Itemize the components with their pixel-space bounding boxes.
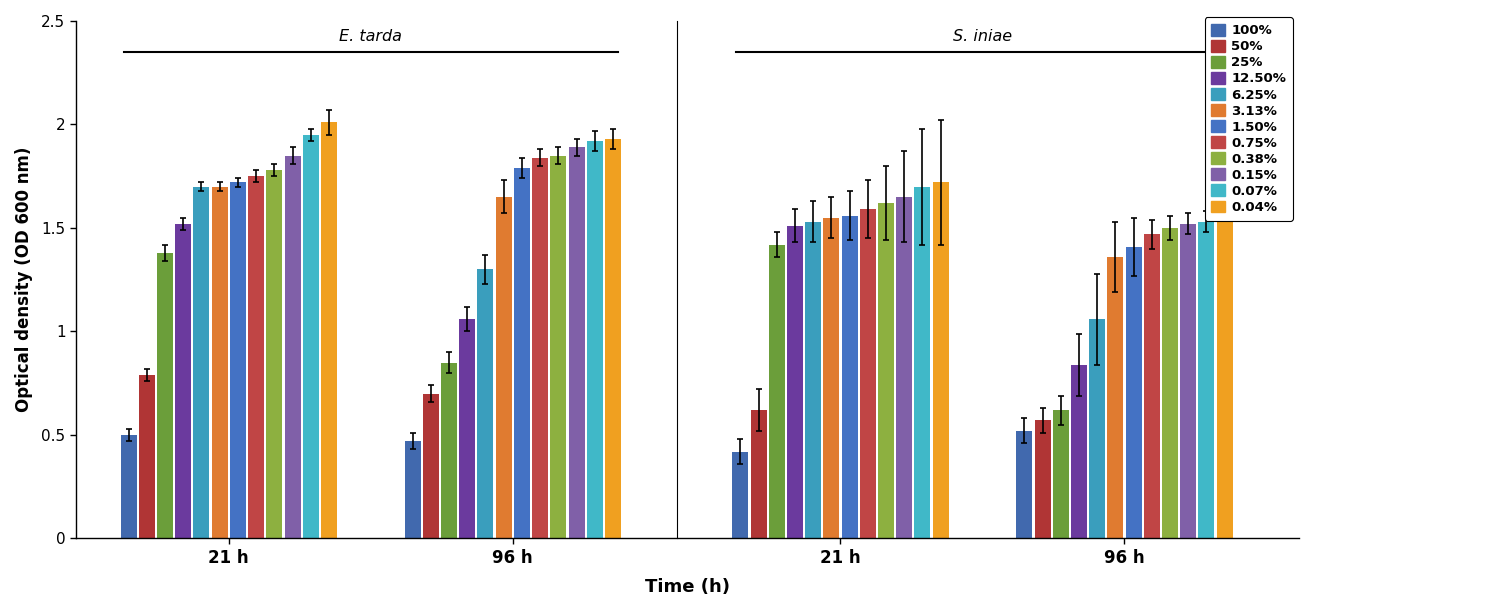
Bar <box>587 141 602 538</box>
Bar <box>1217 193 1233 538</box>
Bar <box>321 122 336 538</box>
Bar <box>1181 224 1196 538</box>
Bar <box>230 183 246 538</box>
Bar <box>248 176 264 538</box>
Bar <box>1145 234 1160 538</box>
Bar <box>733 452 748 538</box>
Bar <box>1071 365 1087 538</box>
Bar <box>568 147 584 538</box>
Bar <box>1125 247 1142 538</box>
Bar <box>404 441 421 538</box>
Bar <box>805 222 822 538</box>
Bar <box>769 244 784 538</box>
Bar <box>514 168 530 538</box>
Bar <box>933 183 949 538</box>
Bar <box>550 156 566 538</box>
Bar <box>1035 420 1050 538</box>
Bar <box>841 216 858 538</box>
Bar <box>915 186 930 538</box>
Bar <box>879 203 894 538</box>
Bar <box>605 139 620 538</box>
Bar <box>532 158 548 538</box>
Bar <box>496 197 512 538</box>
Bar <box>859 210 876 538</box>
Bar <box>460 319 475 538</box>
Bar <box>303 135 318 538</box>
Text: E. tarda: E. tarda <box>339 29 403 44</box>
Bar <box>1089 319 1105 538</box>
Bar <box>266 170 282 538</box>
Legend: 100%, 50%, 25%, 12.50%, 6.25%, 3.13%, 1.50%, 0.75%, 0.38%, 0.15%, 0.07%, 0.04%: 100%, 50%, 25%, 12.50%, 6.25%, 3.13%, 1.… <box>1205 17 1293 221</box>
Bar <box>751 410 766 538</box>
Bar <box>158 253 173 538</box>
Text: S. iniae: S. iniae <box>952 29 1012 44</box>
Y-axis label: Optical density (OD 600 nm): Optical density (OD 600 nm) <box>15 147 33 412</box>
Bar <box>176 224 191 538</box>
Bar <box>1199 222 1215 538</box>
Bar <box>478 269 494 538</box>
Bar <box>442 362 457 538</box>
Bar <box>1107 257 1123 538</box>
Bar <box>1053 410 1069 538</box>
Bar <box>897 197 912 538</box>
Bar <box>1017 431 1032 538</box>
Bar <box>1163 228 1178 538</box>
Bar <box>212 186 228 538</box>
X-axis label: Time (h): Time (h) <box>644 578 730 596</box>
Bar <box>424 393 439 538</box>
Bar <box>194 186 209 538</box>
Bar <box>787 226 804 538</box>
Bar <box>120 435 137 538</box>
Bar <box>823 218 840 538</box>
Bar <box>284 156 300 538</box>
Bar <box>138 375 155 538</box>
